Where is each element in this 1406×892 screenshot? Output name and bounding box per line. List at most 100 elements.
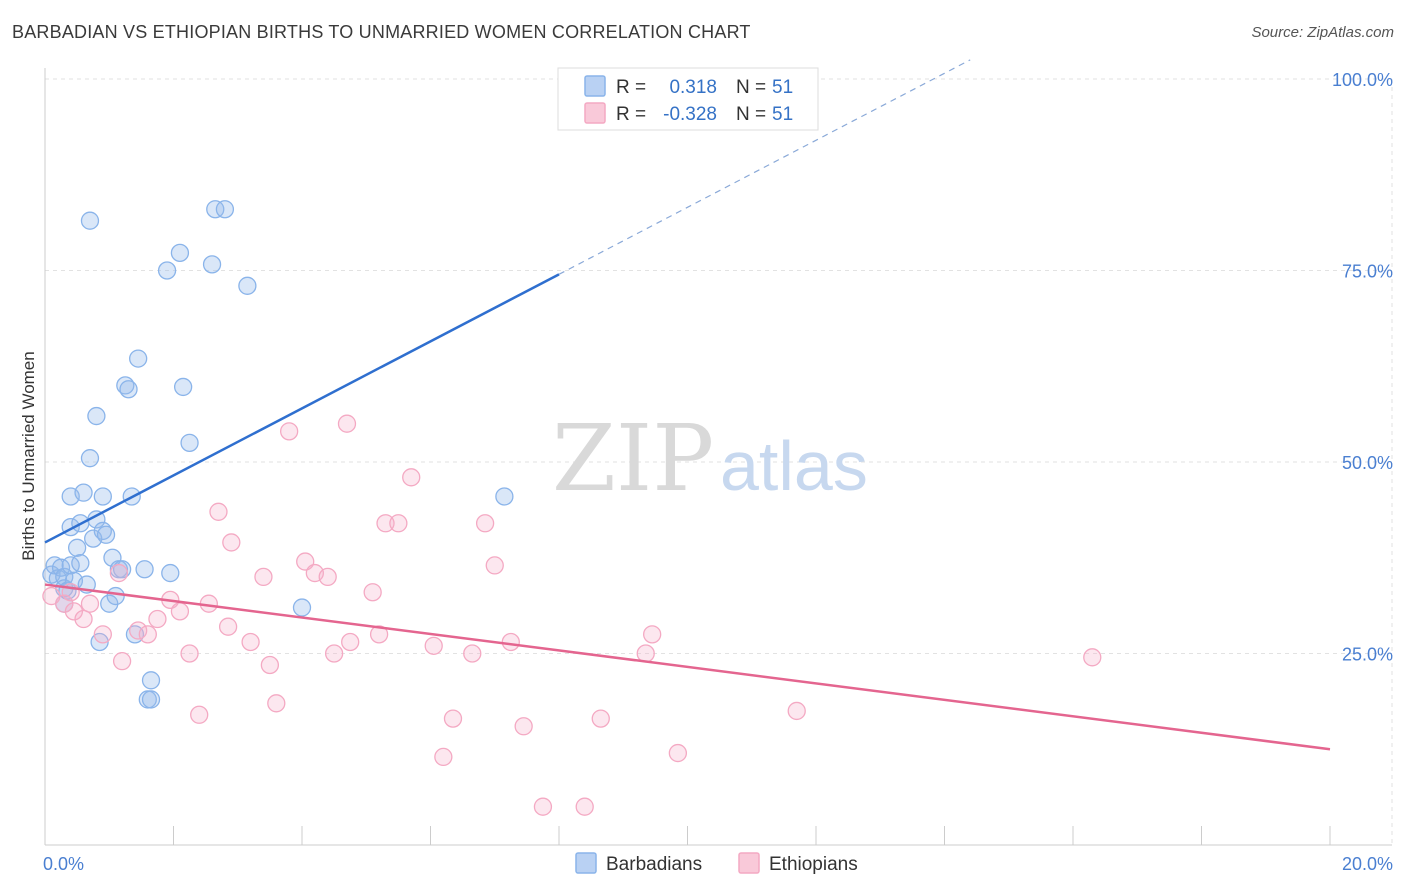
barbadian-point [74, 483, 93, 502]
y-tick-label: 25.0% [1342, 645, 1393, 665]
bottom-legend-barbadians: Barbadians [606, 854, 702, 875]
watermark-atlas: atlas [720, 427, 868, 505]
ethiopian-point [64, 602, 84, 621]
ethiopian-point [376, 514, 395, 533]
legend-n-label-2: N = [736, 104, 766, 125]
ethiopian-point [324, 644, 344, 663]
ethiopian-point [514, 717, 533, 736]
ethiopian-point [318, 567, 337, 587]
ethiopian-point [267, 694, 286, 713]
barbadian-point [87, 406, 106, 426]
ethiopian-point [109, 563, 129, 583]
barbadian-point [141, 690, 161, 709]
ethiopian-point [501, 632, 520, 652]
ethiopian-point [190, 705, 209, 724]
barbadian-trend-extension [558, 59, 971, 275]
ethiopian-point [591, 709, 610, 728]
ethiopian-point [434, 747, 453, 767]
ethiopian-point [241, 632, 260, 652]
watermark-zip: ZIP [552, 405, 714, 512]
ethiopian-point [389, 514, 408, 533]
barbadian-point [292, 598, 312, 617]
x-tick-label: 0.0% [43, 854, 84, 874]
ethiopian-point [575, 797, 594, 816]
y-tick-label: 50.0% [1342, 453, 1393, 473]
ethiopian-point [485, 556, 504, 575]
ethiopian-point [170, 602, 190, 621]
legend-r-value-2: -0.328 [663, 104, 717, 125]
legend-r-value-1: 0.318 [669, 77, 717, 98]
ethiopian-point [279, 422, 299, 441]
ethiopian-point [636, 644, 655, 663]
barbadian-point [495, 487, 514, 506]
ethiopian-point [475, 514, 495, 533]
y-tick-label: 100.0% [1332, 70, 1393, 90]
watermark: ZIP atlas [552, 405, 868, 512]
ethiopian-point [93, 625, 112, 644]
barbadian-point [129, 349, 148, 368]
ethiopian-point [1083, 648, 1102, 667]
ethiopian-point [138, 625, 157, 644]
legend-n-value-1: 51 [772, 77, 793, 98]
y-tick-label: 75.0% [1342, 262, 1393, 282]
ethiopian-point [369, 625, 389, 644]
ethiopian-point [337, 414, 357, 433]
ethiopian-trend-line [44, 583, 1331, 751]
barbadian-point [96, 525, 116, 544]
barbadian-point [80, 211, 100, 230]
ethiopian-point [112, 652, 132, 671]
source-credit: Source: ZipAtlas.com [1251, 24, 1394, 41]
bottom-legend-ethiopians: Ethiopians [769, 854, 858, 875]
bottom-legend-swatch-ethiopians [738, 852, 760, 874]
ethiopian-point [363, 583, 382, 602]
series-legend: Barbadians Ethiopians [575, 852, 858, 875]
legend-r-label-2: R = [616, 104, 646, 125]
legend-n-value-2: 51 [772, 104, 793, 125]
trend-lines [44, 59, 1331, 751]
ethiopian-point [129, 621, 148, 640]
ethiopian-point [668, 743, 688, 763]
ethiopian-point [643, 625, 662, 644]
ethiopian-point [180, 644, 199, 663]
barbadian-point [106, 586, 125, 606]
barbadian-point [215, 200, 235, 219]
ethiopian-point [260, 655, 280, 675]
ethiopian-point [787, 701, 806, 721]
x-tick-labels: 0.0% 20.0% [43, 854, 1393, 874]
axes [44, 68, 1392, 846]
barbadian-point [80, 449, 100, 468]
barbadian-point [170, 243, 190, 263]
barbadian-point [173, 377, 193, 397]
barbadian-point [71, 553, 90, 573]
ethiopian-point [148, 609, 167, 629]
scatter-points [42, 200, 1102, 816]
legend-swatch-ethiopians [584, 102, 606, 124]
x-tick-label: 20.0% [1342, 854, 1393, 874]
barbadian-point [135, 560, 154, 579]
ethiopian-point [55, 594, 74, 613]
barbadian-point [119, 380, 138, 399]
ethiopian-point [222, 533, 241, 552]
ethiopian-point [209, 502, 228, 521]
ethiopian-point [254, 567, 273, 587]
barbadian-point [202, 255, 222, 274]
legend-r-label-1: R = [616, 77, 646, 98]
barbadian-point [238, 276, 257, 295]
barbadian-point [161, 563, 180, 583]
y-axis-label: Births to Unmarried Women [19, 351, 38, 560]
ethiopian-point [443, 709, 463, 728]
ethiopian-point [218, 617, 238, 636]
correlation-legend: R = 0.318 N = 51 R = -0.328 N = 51 [557, 67, 819, 131]
barbadian-trend-line [44, 273, 560, 544]
barbadian-point [67, 538, 87, 557]
ethiopian-point [74, 609, 93, 629]
barbadian-point [206, 200, 225, 219]
legend-swatch-barbadians [584, 75, 606, 97]
barbadian-point [141, 671, 161, 690]
ethiopian-point [463, 644, 482, 663]
ethiopian-point [424, 636, 443, 655]
legend-n-label-1: N = [736, 77, 766, 98]
ethiopian-point [402, 468, 421, 487]
ethiopian-point [341, 632, 360, 652]
barbadian-point [93, 487, 112, 506]
